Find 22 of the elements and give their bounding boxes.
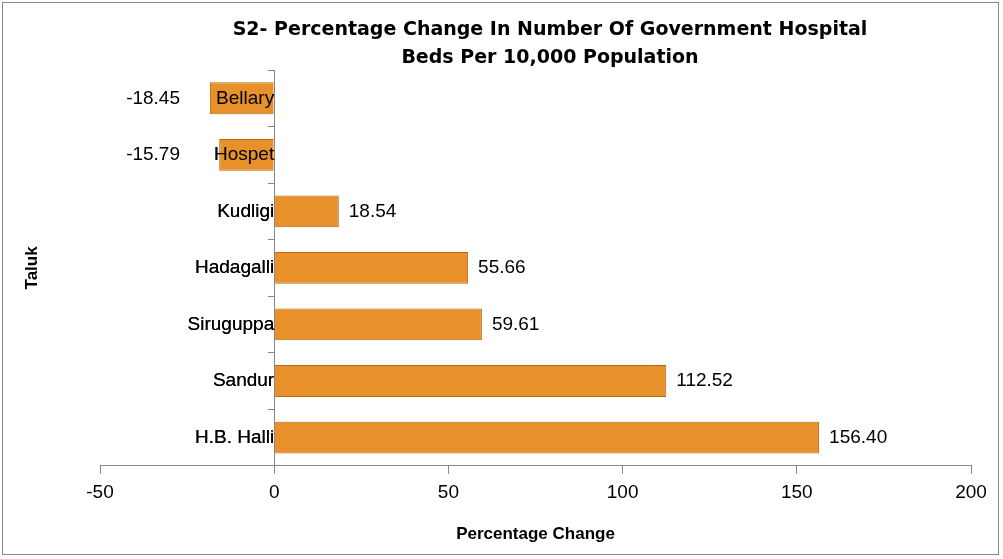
y-tick-label: Siruguppa <box>187 312 275 334</box>
data-label: 156.40 <box>829 425 888 447</box>
y-axis-title: Taluk <box>21 245 41 290</box>
y-tick-label: Hadagalli <box>194 256 275 278</box>
chart-title: S2- Percentage Change In Number Of Government Hospital Beds Per 10,000 Population <box>231 16 869 69</box>
y-tick-label: Kudligi <box>217 199 275 221</box>
x-tick-label: 150 <box>780 481 813 503</box>
y-tick-label: Sandur <box>212 369 275 391</box>
x-tick-label: 200 <box>955 481 987 503</box>
y-tick-label: H.B. Halli <box>195 425 275 447</box>
data-label: -15.79 <box>126 143 180 165</box>
data-label: -18.45 <box>126 86 180 108</box>
y-tick-label: Bellary <box>216 86 275 108</box>
x-tick-label: -50 <box>86 481 114 503</box>
x-tick-label: 0 <box>268 481 280 503</box>
data-label: 59.61 <box>491 312 540 334</box>
x-axis-title: Percentage Change <box>456 524 615 544</box>
data-label: 112.52 <box>676 369 733 391</box>
x-tick-label: 100 <box>606 481 639 503</box>
x-tick-label: 50 <box>437 481 459 503</box>
data-label: 55.66 <box>478 256 526 278</box>
data-label: 18.54 <box>348 199 397 221</box>
